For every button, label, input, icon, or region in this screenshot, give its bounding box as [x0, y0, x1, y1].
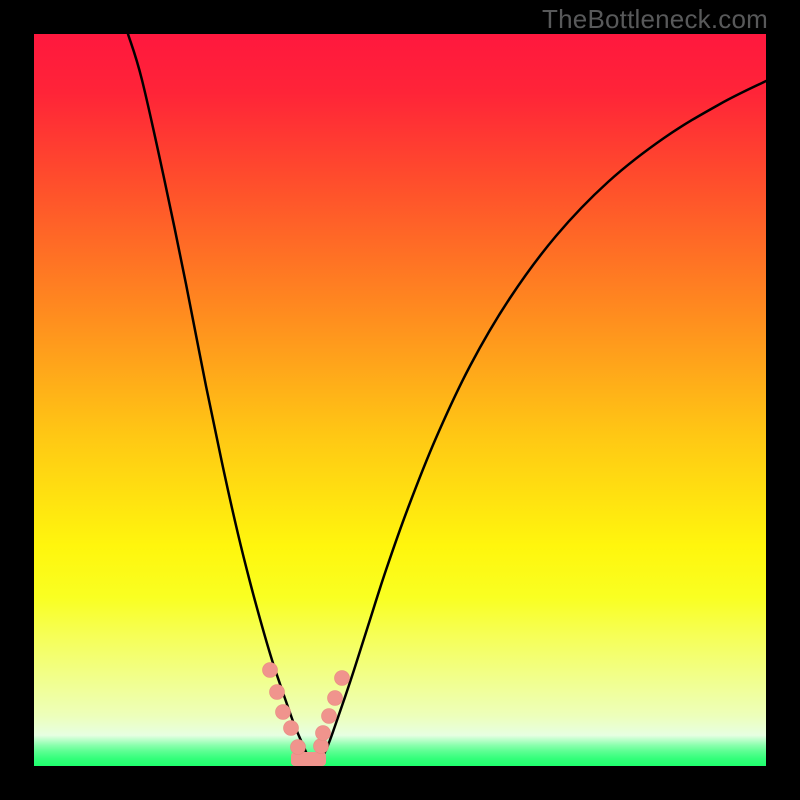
chart-container: TheBottleneck.com	[0, 0, 800, 800]
watermark-text: TheBottleneck.com	[542, 4, 768, 35]
plot-area	[34, 34, 766, 766]
gradient-background	[34, 34, 766, 766]
